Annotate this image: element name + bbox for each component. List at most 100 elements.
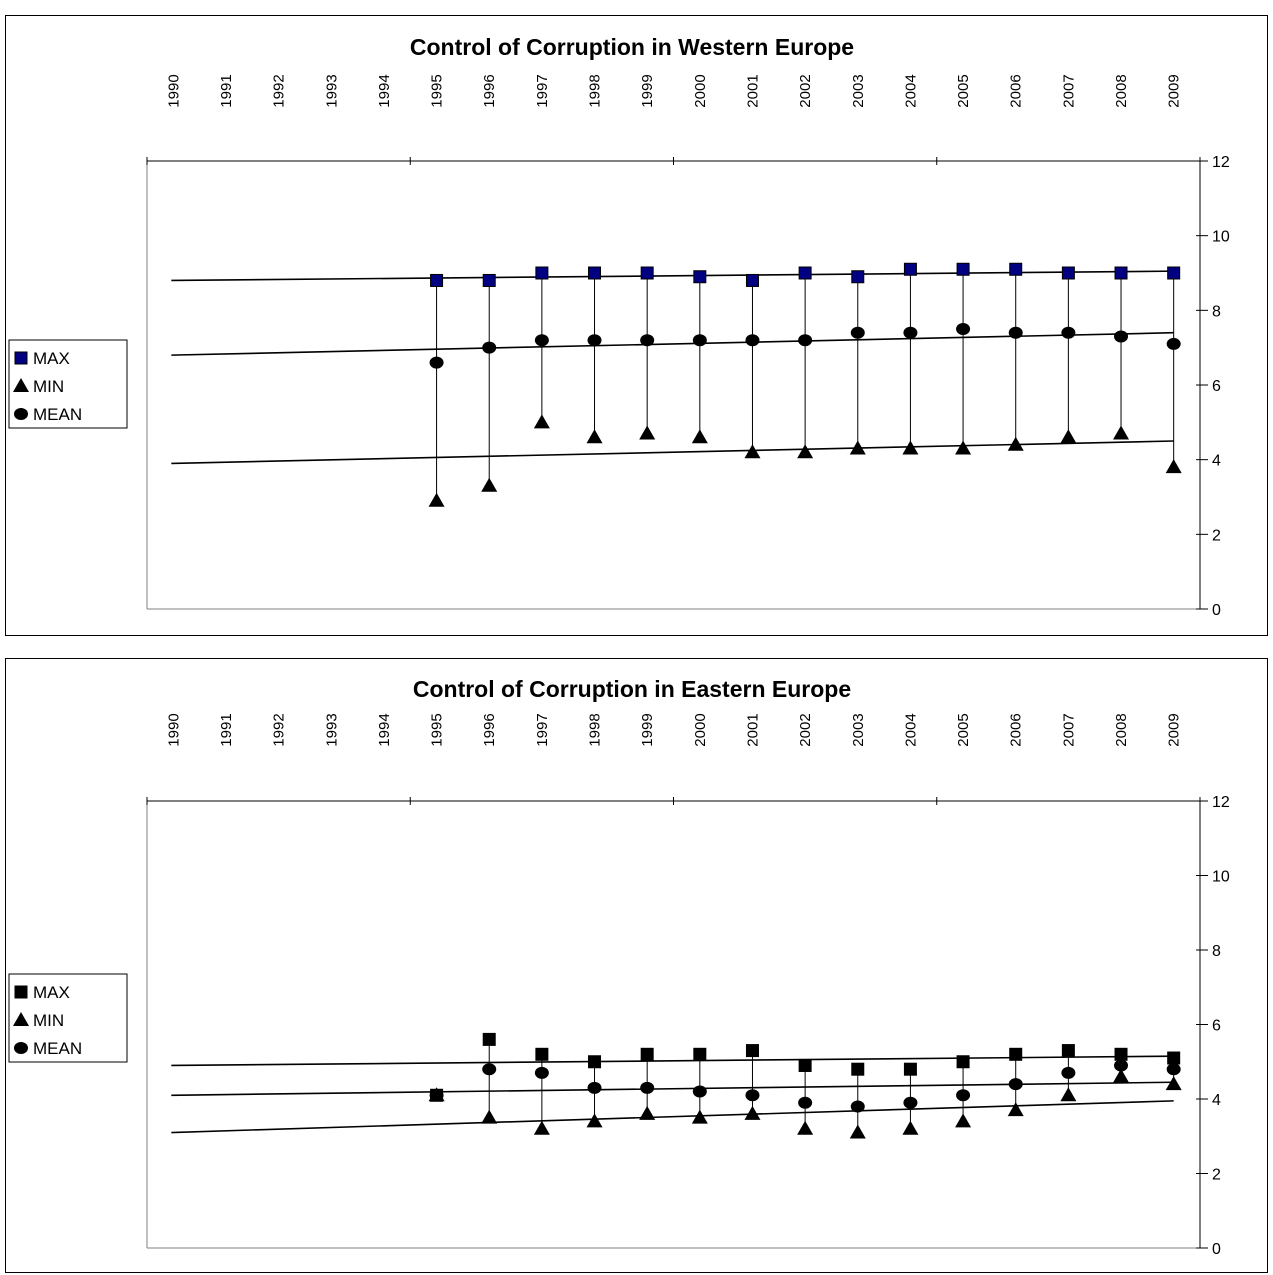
mean-point <box>429 356 444 369</box>
trendline-max <box>171 270 1174 282</box>
mean-point <box>1008 1078 1023 1091</box>
min-point <box>533 1120 550 1135</box>
x-tick-label: 1997 <box>534 713 551 746</box>
x-tick-label: 1994 <box>376 74 393 107</box>
min-point <box>955 440 972 455</box>
mean-point <box>482 1063 497 1076</box>
x-tick-label: 2001 <box>744 713 761 746</box>
max-point <box>903 1062 917 1076</box>
x-tick-label: 2008 <box>1113 74 1130 107</box>
max-point <box>1061 1044 1075 1058</box>
max-point <box>482 273 496 287</box>
legend-label: MIN <box>33 1011 64 1030</box>
max-point <box>956 1055 970 1069</box>
max-point <box>430 1088 444 1102</box>
mean-point <box>534 334 549 347</box>
x-tick-label: 2004 <box>902 713 919 746</box>
x-tick-label: 2006 <box>1008 74 1025 107</box>
legend-box <box>8 339 128 429</box>
min-point <box>691 1109 708 1124</box>
mean-point <box>1061 326 1076 339</box>
legend-box <box>8 973 128 1063</box>
trendline-min <box>171 1100 1174 1134</box>
x-tick-label: 1998 <box>587 713 604 746</box>
y-tick-label: 0 <box>1212 602 1221 619</box>
min-point <box>1007 1102 1024 1117</box>
chart-eastern-europe: Control of Corruption in Eastern Europe 1… <box>5 658 1268 1273</box>
x-tick-label: 2003 <box>850 74 867 107</box>
max-point <box>588 1055 602 1069</box>
x-tick-label: 1993 <box>323 713 340 746</box>
y-tick-label: 2 <box>1212 527 1221 544</box>
min-point <box>744 444 761 459</box>
min-point <box>1165 459 1182 474</box>
x-tick-label: 2003 <box>850 713 867 746</box>
trendline-mean <box>171 331 1174 356</box>
min-point <box>1113 425 1130 440</box>
mean-point <box>1114 330 1129 343</box>
min-point <box>1113 1068 1130 1083</box>
x-tick-label: 1993 <box>323 74 340 107</box>
legend-min-marker <box>13 378 29 392</box>
max-point <box>851 1062 865 1076</box>
legend-label: MAX <box>33 349 70 368</box>
x-tick-label: 1991 <box>218 713 235 746</box>
mean-point <box>798 1096 813 1109</box>
max-point <box>640 266 654 280</box>
min-point <box>639 1105 656 1120</box>
mean-point <box>534 1066 549 1079</box>
mean-point <box>1114 1059 1129 1072</box>
min-point <box>428 492 445 507</box>
mean-point <box>692 1085 707 1098</box>
mean-point <box>587 334 602 347</box>
chart-western-europe: Control of Corruption in Western Europe 1… <box>5 15 1268 636</box>
x-tick-label: 1995 <box>429 713 446 746</box>
x-tick-label: 2005 <box>955 713 972 746</box>
max-point <box>1167 266 1181 280</box>
y-tick-label: 6 <box>1212 378 1221 395</box>
y-tick-label: 4 <box>1212 453 1221 470</box>
y-tick-label: 8 <box>1212 943 1221 960</box>
x-tick-label: 1999 <box>639 74 656 107</box>
max-point <box>535 1047 549 1061</box>
chart-title: Control of Corruption in Western Europe <box>410 34 854 60</box>
max-point <box>1167 1051 1181 1065</box>
x-tick-label: 1996 <box>481 74 498 107</box>
x-tick-label: 1991 <box>218 74 235 107</box>
chart-western-europe-svg: Control of Corruption in Western Europe 1… <box>8 34 1230 619</box>
y-tick-label: 10 <box>1212 229 1230 246</box>
min-point <box>586 1113 603 1128</box>
x-tick-label: 2009 <box>1166 713 1183 746</box>
min-point <box>1007 436 1024 451</box>
min-point <box>797 1120 814 1135</box>
min-point <box>744 1105 761 1120</box>
x-tick-label: 2009 <box>1166 74 1183 107</box>
x-tick-label: 2006 <box>1008 713 1025 746</box>
min-point <box>849 1124 866 1139</box>
legend-label: MIN <box>33 377 64 396</box>
mean-point <box>956 323 971 335</box>
trendline-max <box>171 1055 1174 1067</box>
max-point <box>535 266 549 280</box>
min-point <box>691 429 708 444</box>
max-point <box>745 1044 759 1058</box>
min-point <box>639 425 656 440</box>
mean-point <box>692 334 707 347</box>
mean-point <box>1166 1063 1181 1076</box>
mean-point <box>903 326 918 339</box>
max-point <box>1114 1047 1128 1061</box>
x-tick-label: 2000 <box>692 713 709 746</box>
max-point <box>1114 266 1128 280</box>
max-point <box>1009 262 1023 276</box>
mean-point <box>745 334 760 347</box>
trendline-min <box>171 440 1174 465</box>
max-point <box>640 1047 654 1061</box>
x-tick-label: 2002 <box>797 713 814 746</box>
max-point <box>693 270 707 284</box>
max-point <box>588 266 602 280</box>
max-point <box>903 262 917 276</box>
legend-min-marker <box>13 1012 29 1026</box>
legend-mean-marker <box>14 1042 28 1054</box>
mean-point <box>1008 326 1023 339</box>
legend-max-marker <box>14 351 28 365</box>
